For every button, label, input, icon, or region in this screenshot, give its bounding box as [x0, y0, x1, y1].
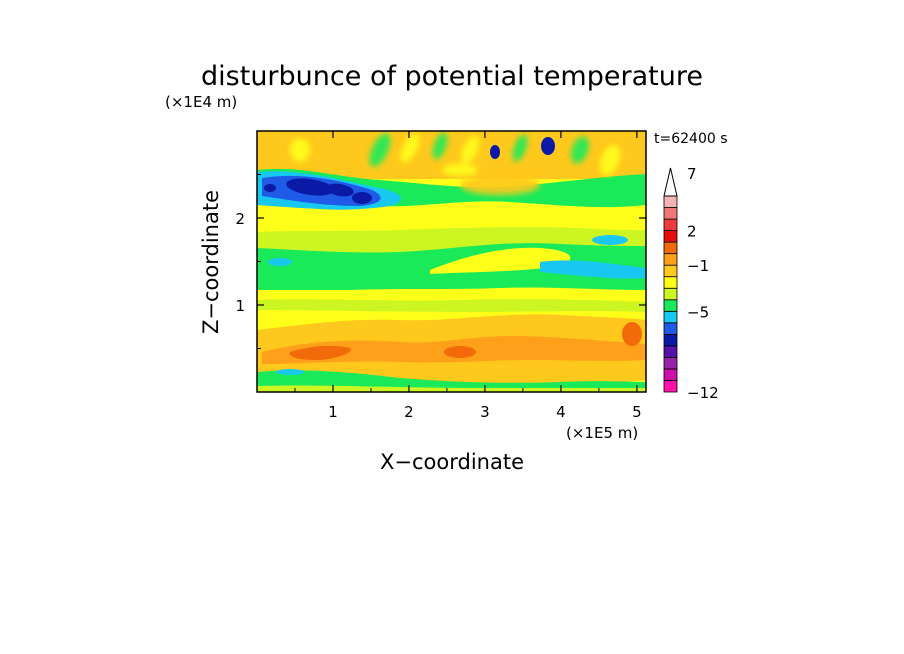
field-upper-ripples — [290, 132, 621, 195]
contour-plot-area — [257, 131, 646, 392]
field-middle-lime-band — [257, 227, 646, 258]
colorbar-label-3: 2 — [687, 223, 697, 241]
colorbar-box-1 — [663, 368, 678, 381]
colorbar-box-0 — [663, 380, 678, 393]
colorbar-label-1: −5 — [687, 303, 709, 321]
y-axis: 12 — [235, 174, 646, 349]
x-axis-label: X−coordinate — [380, 450, 524, 474]
colorbar-box-14 — [663, 218, 678, 231]
field-lower-red-core-far-right — [622, 322, 642, 346]
field-middle-cyan-spot — [592, 235, 628, 245]
y-tick-label-1: 2 — [235, 210, 245, 228]
colorbar-box-2 — [663, 357, 678, 370]
field-surface-lime-band — [257, 385, 646, 392]
field-lower-lime-streak — [257, 299, 646, 312]
colorbar-box-6 — [663, 310, 678, 324]
colorbar-label-2: −1 — [687, 257, 709, 275]
x-tick-label-3: 4 — [556, 403, 566, 421]
colorbar-box-10 — [663, 264, 678, 278]
colorbar-box-11 — [663, 253, 678, 266]
chart-title: disturbunce of potential temperature — [201, 61, 703, 92]
field-dark-blue-cores — [264, 137, 555, 204]
colorbar-box-7 — [663, 299, 678, 312]
colorbar-box-8 — [663, 287, 678, 301]
y-tick-label-0: 1 — [235, 297, 245, 315]
field-middle-cyan-spot-left — [268, 258, 292, 266]
field-lower-red-core — [289, 345, 351, 360]
field-lower-red-core-right — [444, 346, 476, 358]
x-tick-label-1: 2 — [404, 403, 414, 421]
time-label: t=62400 s — [654, 131, 728, 147]
colorbar-box-15 — [663, 207, 678, 220]
colorbar-box-9 — [663, 276, 678, 289]
colorbar-label-4: 7 — [687, 165, 697, 183]
field-middle-yellow-tongue — [430, 247, 571, 274]
field-middle-cyan-streak — [540, 260, 646, 279]
x-tick-label-0: 1 — [328, 403, 338, 421]
x-axis: 1 2 3 4 5 — [294, 131, 642, 421]
colorbar-box-12 — [663, 241, 678, 255]
y-scale-label: (×1E4 m) — [165, 93, 237, 111]
x-tick-label-2: 3 — [480, 403, 490, 421]
colorbar-box-4 — [663, 333, 678, 347]
colorbar-labels: −12−5−127 — [687, 165, 719, 402]
colorbar-top-arrow — [663, 167, 678, 197]
colorbar — [663, 167, 678, 393]
field-surface-cyan-spot — [276, 369, 304, 375]
x-scale-label: (×1E5 m) — [566, 424, 638, 442]
colorbar-box-5 — [663, 322, 678, 335]
colorbar-label-0: −12 — [687, 384, 719, 402]
colorbar-box-13 — [663, 230, 678, 243]
y-axis-label: Z−coordinate — [199, 190, 223, 334]
x-tick-label-4: 5 — [632, 403, 642, 421]
colorbar-box-3 — [663, 345, 678, 358]
colorbar-box-16 — [663, 195, 678, 208]
